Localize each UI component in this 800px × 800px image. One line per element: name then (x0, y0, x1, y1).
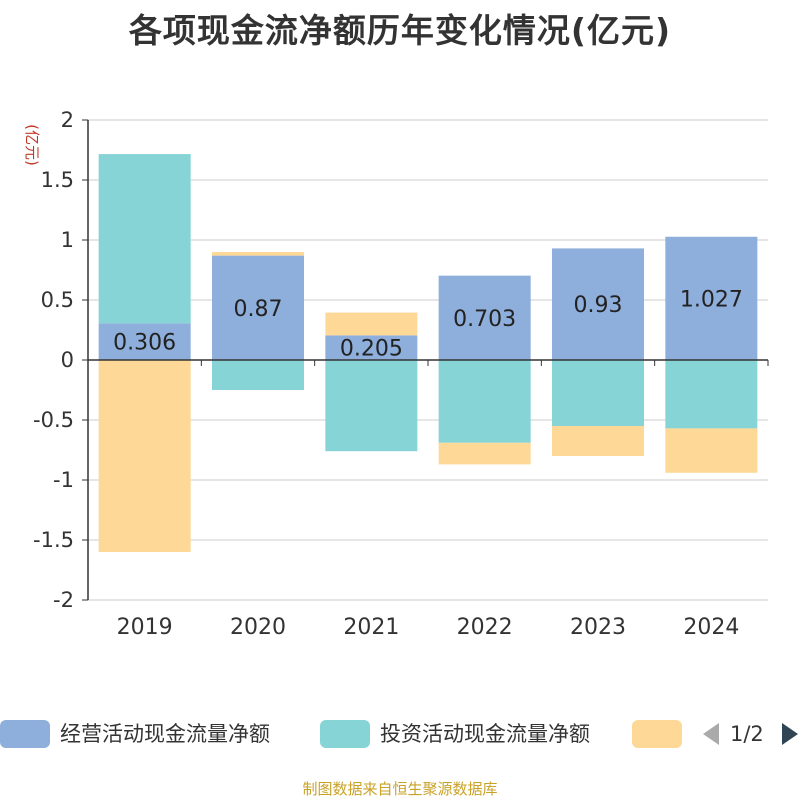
y-tick-label: -0.5 (33, 408, 74, 432)
bar-operating[interactable] (665, 236, 758, 360)
data-label: 0.93 (574, 293, 623, 318)
bar-financing[interactable] (665, 428, 758, 473)
chevron-left-icon[interactable] (703, 723, 719, 745)
y-tick-label: 0 (61, 348, 74, 372)
y-axis-label: (亿元) (23, 124, 41, 166)
data-label: 0.205 (340, 337, 403, 362)
x-tick-label: 2024 (683, 615, 739, 640)
chart-plot: 2 1.5 1 0.5 0 -0.5 -1 -1.5 -2 (亿元) 0.306 0.87 0.205 0… (23, 108, 769, 640)
x-tick-label: 2023 (570, 615, 626, 640)
bar-financing[interactable] (552, 426, 644, 456)
y-tick-label: -1.5 (33, 528, 74, 552)
legend-swatch-investing (320, 720, 370, 748)
legend-swatch-financing (632, 720, 682, 748)
y-tick-label: 2 (61, 108, 74, 132)
bar-investing[interactable] (552, 360, 644, 426)
bar-investing[interactable] (325, 360, 418, 452)
bar-operating[interactable] (552, 248, 644, 360)
legend-pager: 1/2 (700, 718, 800, 750)
bar-investing[interactable] (212, 360, 304, 390)
bar-operating[interactable] (98, 323, 191, 360)
x-tick-label: 2019 (117, 615, 173, 640)
source-note: 制图数据来自恒生聚源数据库 (302, 780, 498, 798)
y-tick-label: -1 (53, 468, 74, 492)
bar-investing[interactable] (438, 360, 531, 443)
chart-title: 各项现金流净额历年变化情况(亿元) (128, 11, 672, 50)
data-label: 1.027 (680, 287, 743, 312)
data-label: 0.306 (113, 331, 176, 356)
bar-investing[interactable] (98, 154, 191, 324)
y-tick-label: -2 (53, 588, 74, 612)
legend-page-indicator: 1/2 (730, 722, 764, 746)
legend: 经营活动现金流量净额 投资活动现金流量净额 1/2 (0, 712, 800, 756)
bar-financing[interactable] (438, 442, 531, 465)
bar-operating[interactable] (212, 255, 304, 360)
x-tick-label: 2021 (343, 615, 399, 640)
chevron-right-icon[interactable] (782, 723, 798, 745)
y-tick-label: 0.5 (41, 288, 74, 312)
x-tick-label: 2022 (457, 615, 513, 640)
x-tick-label: 2020 (230, 615, 286, 640)
bar-financing[interactable] (325, 312, 418, 336)
legend-swatch-operating (0, 720, 50, 748)
legend-label-operating: 经营活动现金流量净额 (60, 722, 270, 746)
bar-financing[interactable] (98, 360, 191, 552)
bar-operating[interactable] (438, 275, 531, 360)
y-tick-label: 1 (61, 228, 74, 252)
legend-label-investing: 投资活动现金流量净额 (380, 722, 590, 746)
bar-investing[interactable] (665, 360, 758, 429)
bar-financing[interactable] (212, 252, 304, 256)
data-label: 0.703 (453, 307, 516, 332)
y-tick-label: 1.5 (41, 168, 74, 192)
data-label: 0.87 (234, 297, 283, 322)
bar-operating[interactable] (325, 335, 418, 360)
